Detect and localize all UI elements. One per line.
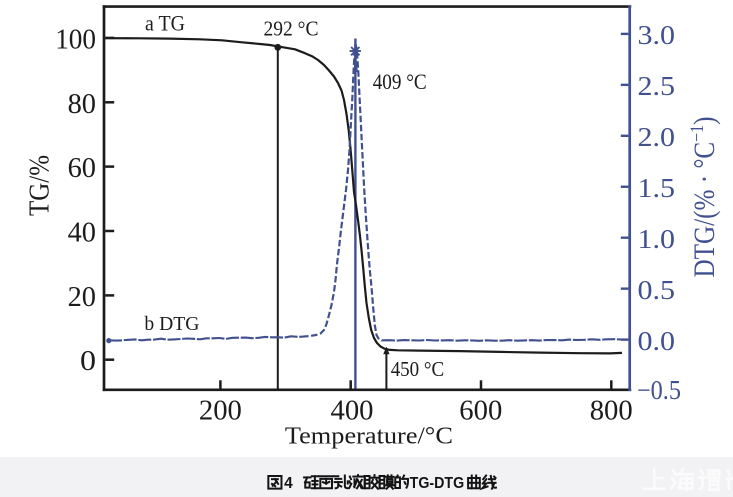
- svg-text:80: 80: [68, 88, 96, 120]
- svg-text:40: 40: [68, 217, 96, 249]
- svg-text:0.0: 0.0: [638, 326, 676, 356]
- svg-text:409 °C: 409 °C: [373, 69, 427, 94]
- svg-text:1.5: 1.5: [638, 173, 676, 203]
- svg-text:20: 20: [68, 281, 96, 313]
- svg-text:0: 0: [80, 345, 96, 377]
- svg-text:4: 4: [284, 475, 293, 492]
- svg-text:1.0: 1.0: [638, 224, 676, 254]
- svg-text:−0.5: −0.5: [637, 375, 681, 405]
- svg-text:450 °C: 450 °C: [391, 357, 445, 381]
- svg-text:0.5: 0.5: [638, 275, 676, 305]
- svg-text:292 °C: 292 °C: [264, 16, 319, 40]
- svg-text:2.0: 2.0: [638, 122, 676, 152]
- svg-text:3.0: 3.0: [638, 20, 676, 50]
- svg-text:100: 100: [55, 23, 96, 55]
- svg-text:TG-DTG: TG-DTG: [410, 475, 465, 492]
- svg-text:400: 400: [331, 395, 374, 427]
- svg-text:a TG: a TG: [145, 10, 185, 35]
- svg-text:b DTG: b DTG: [144, 313, 199, 335]
- svg-text:600: 600: [459, 395, 502, 427]
- svg-text:DTG/(% · °C−1): DTG/(% · °C−1): [687, 117, 721, 278]
- svg-text:2.5: 2.5: [638, 71, 676, 101]
- svg-text:TG/%: TG/%: [24, 155, 56, 216]
- svg-text:200: 200: [199, 395, 242, 427]
- svg-text:800: 800: [590, 395, 633, 427]
- svg-text:Temperature/°C: Temperature/°C: [285, 424, 453, 450]
- svg-text:60: 60: [68, 152, 96, 184]
